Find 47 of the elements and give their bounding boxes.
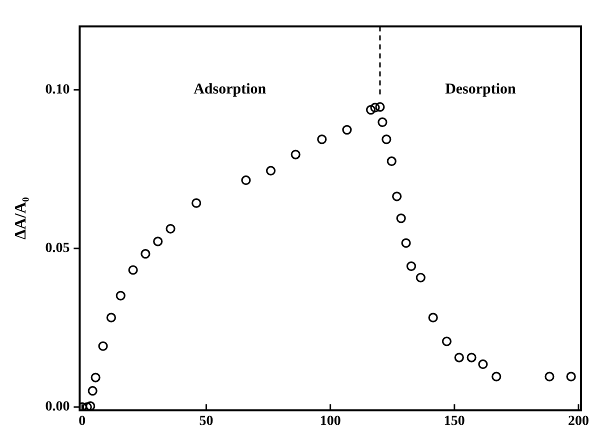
point [90, 372, 100, 382]
point [266, 166, 276, 176]
point [128, 265, 138, 275]
x-tick-label: 100 [320, 414, 341, 430]
y-tick-label: 0.05 [45, 241, 70, 256]
point [86, 401, 96, 410]
point [382, 134, 392, 144]
point [401, 238, 411, 248]
point [392, 192, 402, 202]
point [416, 272, 426, 282]
point [106, 312, 116, 322]
point [375, 102, 385, 112]
point [492, 372, 502, 382]
point [396, 214, 406, 224]
point [98, 341, 108, 351]
point [478, 359, 488, 370]
point [566, 372, 576, 382]
point [406, 261, 416, 271]
annotation: Adsorption [194, 82, 267, 98]
point [140, 249, 150, 259]
point [192, 198, 202, 208]
x-tick-label: 150 [444, 414, 465, 430]
point [544, 372, 554, 382]
point [428, 312, 438, 322]
y-tick-label: 0.10 [45, 82, 70, 98]
point [153, 236, 163, 246]
point [454, 352, 464, 362]
point [317, 134, 327, 144]
point [342, 125, 352, 135]
point [386, 156, 396, 166]
annotation: Desorption [445, 82, 517, 98]
point [241, 175, 251, 186]
point [82, 402, 92, 410]
point [166, 224, 176, 234]
point [88, 386, 98, 396]
point [466, 352, 476, 362]
point [442, 336, 452, 346]
point [370, 102, 380, 112]
point [116, 290, 126, 300]
x-tick-label: 0 [78, 414, 86, 430]
point [366, 105, 376, 115]
y-axis-title: ΔA/A₀ [12, 196, 30, 240]
x-tick-label: 50 [199, 414, 214, 430]
point [290, 150, 300, 160]
point [378, 117, 388, 127]
x-tick-label: 200 [568, 414, 590, 430]
y-tick-label: 0.00 [45, 400, 70, 415]
